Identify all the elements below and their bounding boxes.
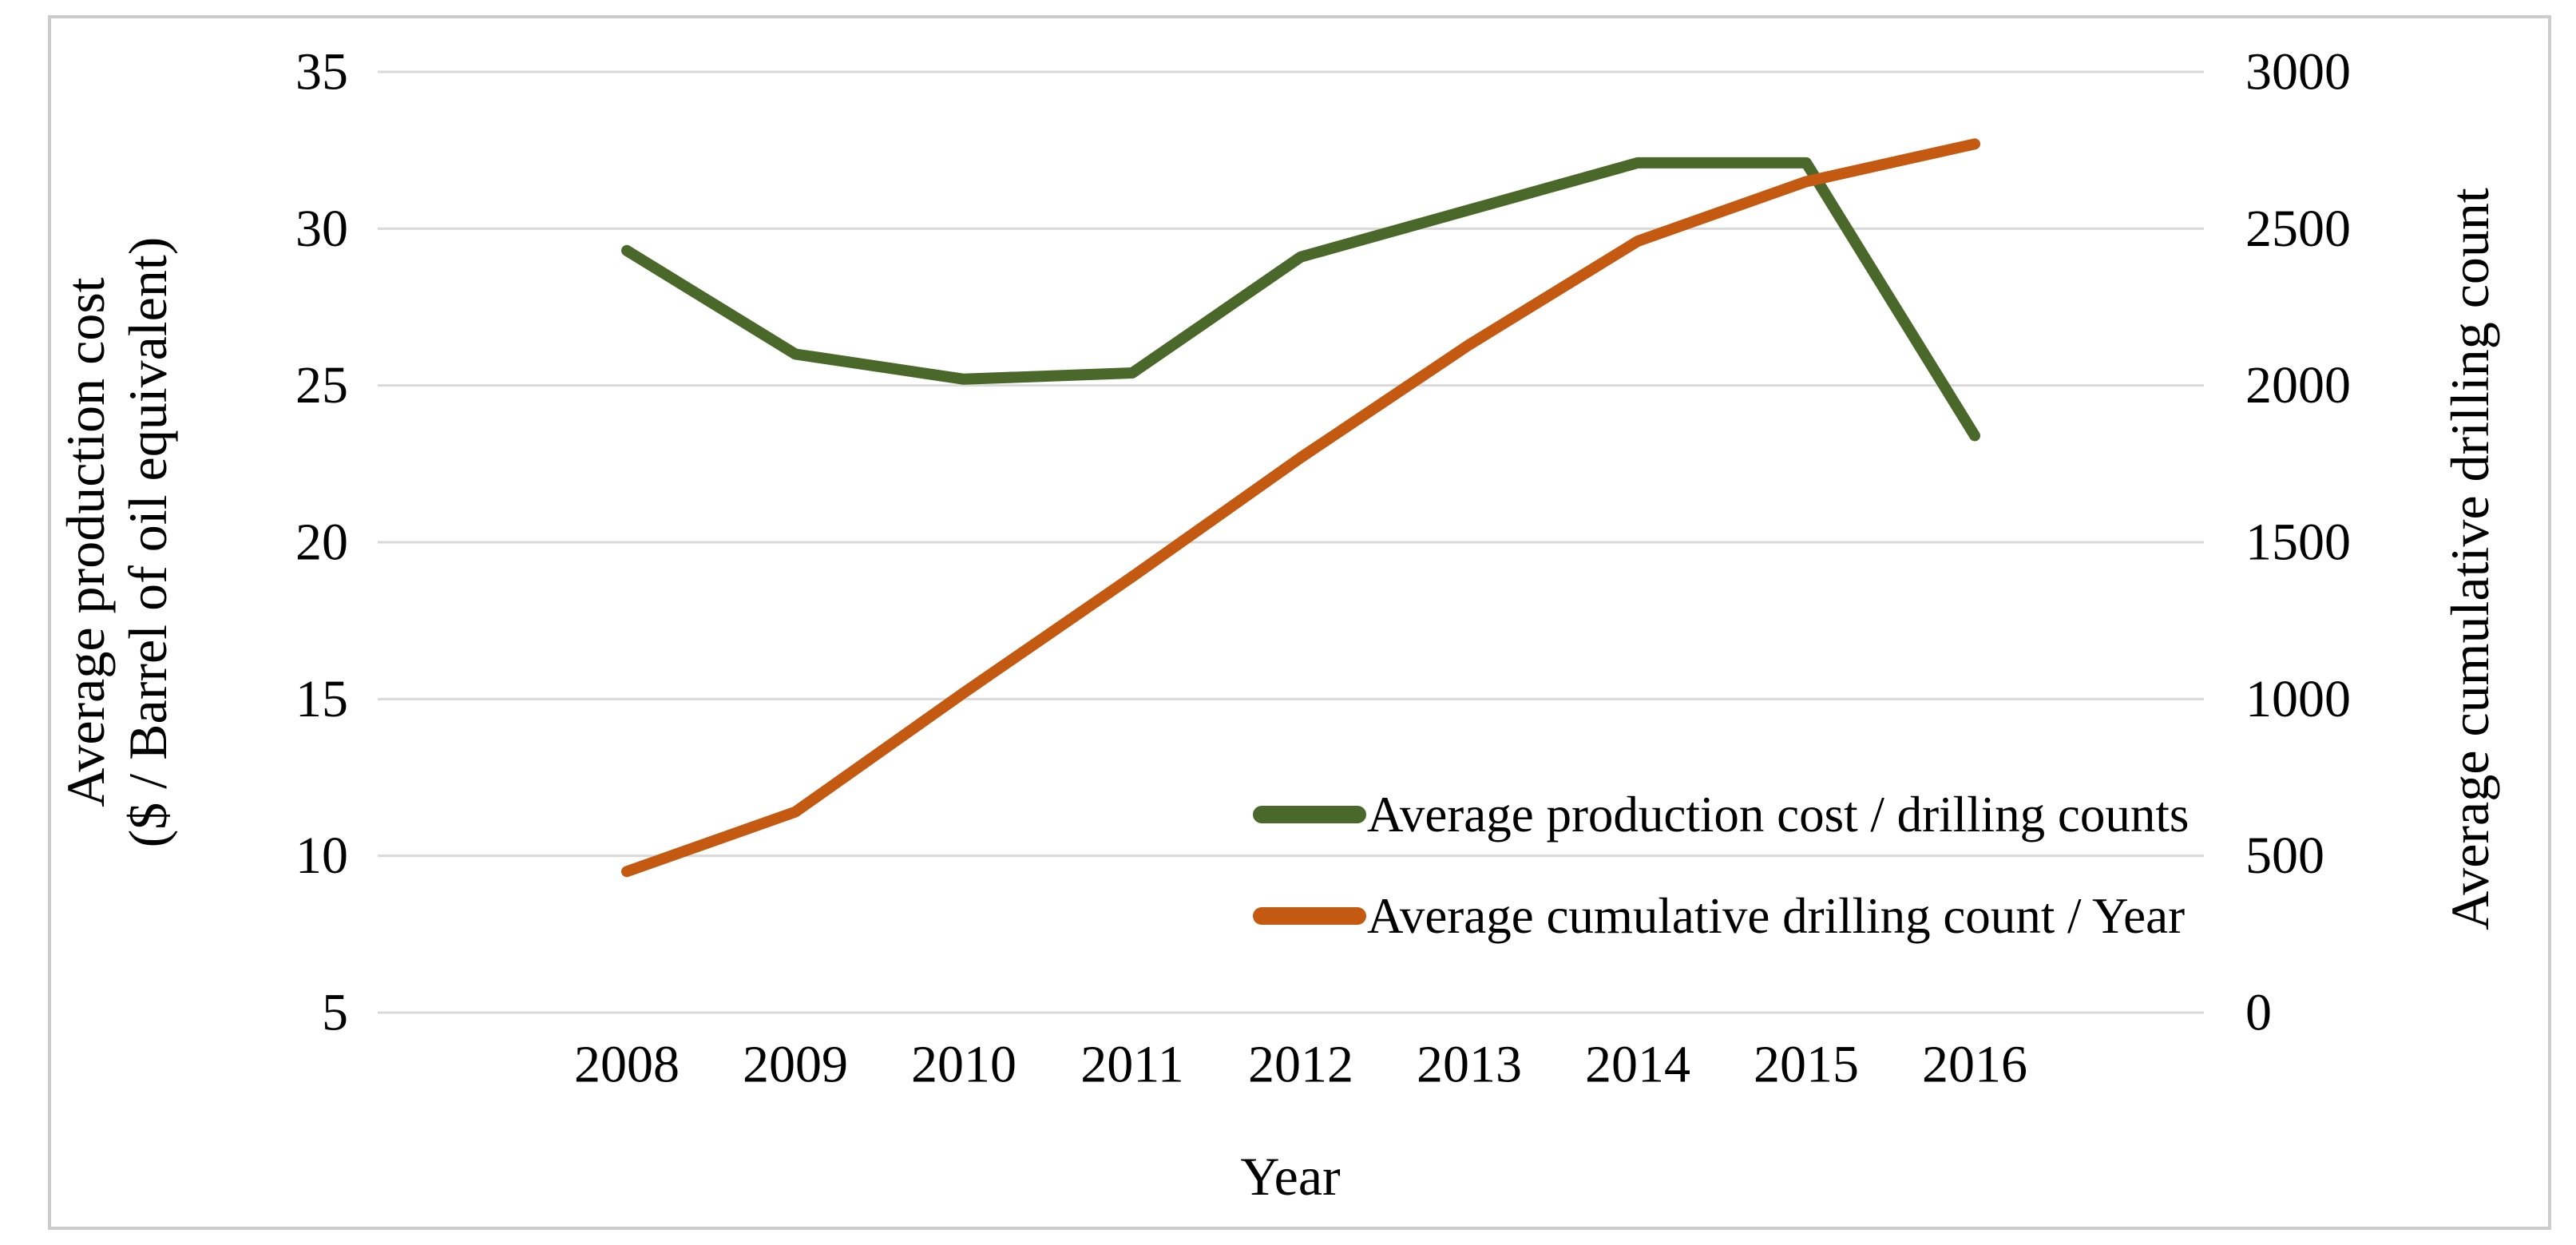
legend: Average production cost / drilling count… xyxy=(1253,787,2189,944)
legend-label-drilling-count: Average cumulative drilling count / Year xyxy=(1367,888,2185,944)
data-series-lines xyxy=(621,138,1980,878)
left-axis-title-line1: Average production cost xyxy=(55,277,116,807)
x-tick-label: 2016 xyxy=(1922,1036,2027,1094)
data-line-drilling-count xyxy=(621,138,1980,878)
left-axis-tick-labels: 35 30 25 20 15 10 5 xyxy=(295,43,348,1042)
left-axis-title-line2: ($ / Barrel of oil equivalent) xyxy=(117,237,178,848)
right-tick-label: 500 xyxy=(2245,827,2324,885)
right-tick-label: 3000 xyxy=(2245,43,2351,101)
gridlines xyxy=(378,70,2204,1014)
x-tick-label: 2015 xyxy=(1754,1036,1859,1094)
right-tick-label: 1000 xyxy=(2245,670,2351,728)
right-tick-label: 2500 xyxy=(2245,200,2351,258)
right-tick-label: 2000 xyxy=(2245,356,2351,414)
right-axis-tick-labels: 3000 2500 2000 1500 1000 500 0 xyxy=(2245,43,2351,1042)
x-tick-label: 2013 xyxy=(1417,1036,1522,1094)
x-tick-label: 2008 xyxy=(574,1036,680,1094)
x-tick-label: 2009 xyxy=(743,1036,848,1094)
left-tick-label: 25 xyxy=(295,356,348,414)
right-tick-label: 1500 xyxy=(2245,513,2351,572)
x-tick-label: 2011 xyxy=(1080,1036,1184,1094)
x-tick-label: 2010 xyxy=(911,1036,1017,1094)
data-line-production-cost xyxy=(621,157,1980,442)
left-tick-label: 30 xyxy=(295,200,348,258)
left-tick-label: 20 xyxy=(295,513,348,572)
x-axis-title: Year xyxy=(1240,1146,1341,1207)
right-axis-title: Average cumulative drilling count xyxy=(2439,188,2500,930)
right-tick-label: 0 xyxy=(2245,984,2272,1042)
legend-label-production-cost: Average production cost / drilling count… xyxy=(1367,787,2189,843)
left-tick-label: 10 xyxy=(295,827,348,885)
x-axis-tick-labels: 2008 2009 2010 2011 2012 2013 2014 2015 2016 xyxy=(574,1036,2027,1094)
figure-border xyxy=(48,15,2551,1230)
left-tick-label: 35 xyxy=(295,43,348,101)
left-tick-label: 5 xyxy=(322,984,348,1042)
x-tick-label: 2012 xyxy=(1248,1036,1353,1094)
x-tick-label: 2014 xyxy=(1585,1036,1690,1094)
left-tick-label: 15 xyxy=(295,670,348,728)
